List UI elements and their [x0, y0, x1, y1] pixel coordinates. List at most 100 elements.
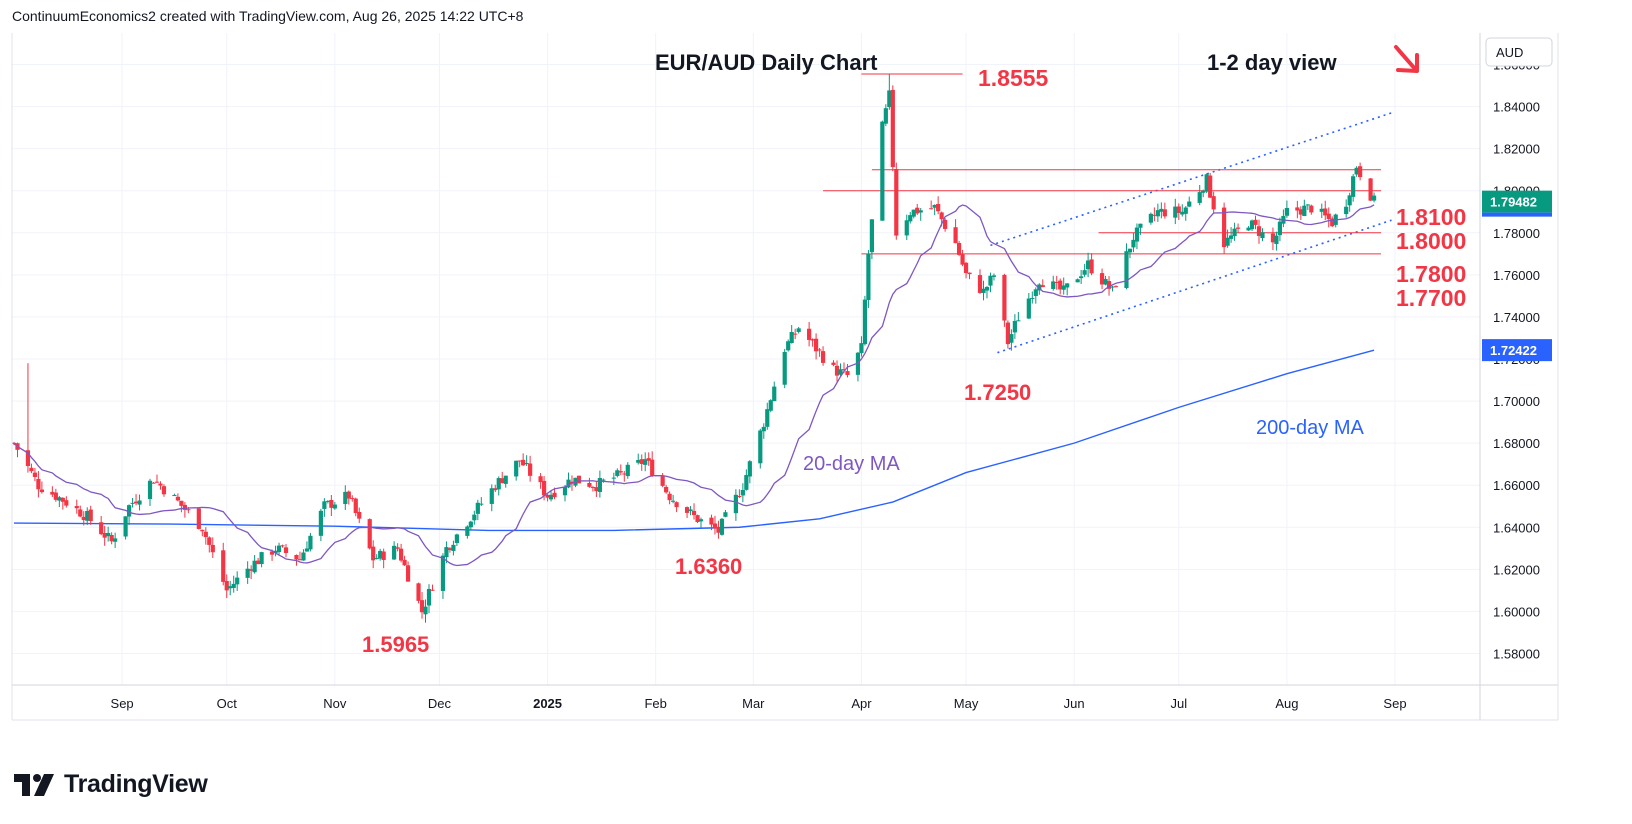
candle-body	[398, 548, 404, 561]
candle-body	[1180, 211, 1185, 215]
candle-body	[440, 555, 446, 591]
tradingview-logo-icon	[14, 773, 54, 796]
candle-body	[1026, 298, 1031, 319]
candle-body	[817, 349, 822, 351]
candle-body	[1330, 218, 1335, 227]
candle-body	[1358, 166, 1363, 178]
x-tick-label: Aug	[1275, 696, 1298, 711]
candle-body	[1131, 239, 1136, 248]
candle-body	[1176, 206, 1181, 213]
candle-body	[353, 498, 358, 514]
candle-body	[712, 523, 718, 529]
candle-body	[273, 550, 278, 553]
candle-body	[880, 121, 885, 221]
candle-body	[1009, 334, 1014, 343]
candle-body	[1344, 206, 1349, 215]
candle-body	[133, 501, 139, 504]
candle-body	[151, 482, 156, 484]
candle-body	[161, 486, 167, 495]
candle-body	[88, 509, 93, 522]
candle-body	[1082, 270, 1087, 275]
candle-body	[894, 169, 899, 236]
candle-body	[765, 409, 770, 427]
candle-body	[1054, 281, 1059, 283]
candle-body	[325, 500, 330, 502]
candle-body	[786, 341, 791, 351]
candle-body	[758, 430, 763, 464]
candle-body	[175, 496, 181, 501]
candle-body	[939, 212, 944, 220]
candle-body	[660, 476, 665, 486]
candle-body	[915, 207, 920, 214]
candle-body	[740, 489, 745, 496]
candle-body	[276, 545, 282, 553]
x-tick-label: Oct	[217, 696, 238, 711]
candle-body	[929, 208, 934, 210]
candle-body	[1368, 178, 1373, 201]
candle-body	[343, 491, 348, 505]
candle-body	[611, 477, 616, 479]
candle-body	[39, 489, 44, 493]
candle-body	[252, 560, 257, 573]
ma20-line-group	[13, 204, 1375, 567]
candle-body	[932, 204, 937, 208]
candle-body	[862, 299, 868, 345]
candles	[11, 74, 1377, 623]
candle-body	[36, 478, 41, 490]
candle-body	[1253, 219, 1258, 225]
candle-body	[813, 338, 819, 352]
tradingview-brand[interactable]: TradingView	[14, 770, 208, 799]
level-label: 1.7800	[1396, 261, 1466, 287]
candle-body	[1211, 196, 1216, 210]
y-tick-label: 1.82000	[1493, 142, 1540, 157]
candle-body	[1222, 207, 1227, 248]
candle-body	[684, 507, 690, 513]
candle-body	[1148, 213, 1153, 223]
candle-body	[350, 498, 355, 500]
candle-body	[918, 210, 923, 213]
y-tick-label: 1.68000	[1493, 436, 1540, 451]
x-tick-label: Dec	[428, 696, 452, 711]
candle-body	[249, 569, 254, 571]
arrow-shaft	[1394, 45, 1418, 72]
view-note: 1-2 day view	[1207, 50, 1338, 75]
candle-body	[576, 475, 582, 484]
candle-body	[1012, 320, 1017, 333]
last-price-underbar	[1482, 212, 1552, 217]
candle-body	[1173, 206, 1178, 218]
x-tick-label: Mar	[742, 696, 765, 711]
candle-body	[1319, 208, 1324, 212]
candle-body	[444, 547, 449, 558]
x-tick-label: Jul	[1170, 696, 1187, 711]
candle-body	[793, 333, 798, 335]
candle-body	[744, 475, 749, 490]
candle-body	[1152, 214, 1157, 216]
axes: 1.860001.840001.820001.800001.780001.760…	[11, 33, 1559, 721]
x-tick-label: May	[954, 696, 979, 711]
candle-body	[761, 426, 766, 432]
ma20-label: 20-day MA	[803, 453, 900, 475]
y-tick-label: 1.76000	[1493, 268, 1540, 283]
candle-body	[723, 512, 728, 517]
candle-body	[301, 552, 306, 561]
candle-body	[221, 550, 226, 582]
y-tick-label: 1.64000	[1493, 520, 1540, 535]
candle-body	[489, 488, 494, 504]
candle-body	[981, 288, 986, 293]
candle-body	[196, 508, 201, 529]
x-tick-label: 2025	[533, 696, 562, 711]
candle-body	[1187, 201, 1192, 207]
x-tick-label: Jun	[1064, 696, 1085, 711]
x-tick-label: Feb	[644, 696, 666, 711]
candle-body	[280, 545, 285, 547]
candle-body	[357, 512, 362, 519]
candle-body	[1249, 220, 1255, 230]
candle-body	[1232, 228, 1237, 237]
candle-body	[451, 544, 456, 551]
candle-body	[1127, 248, 1133, 253]
candle-body	[126, 505, 132, 517]
candle-body	[782, 351, 787, 385]
candle-body	[1089, 259, 1094, 274]
candle-body	[85, 510, 90, 521]
